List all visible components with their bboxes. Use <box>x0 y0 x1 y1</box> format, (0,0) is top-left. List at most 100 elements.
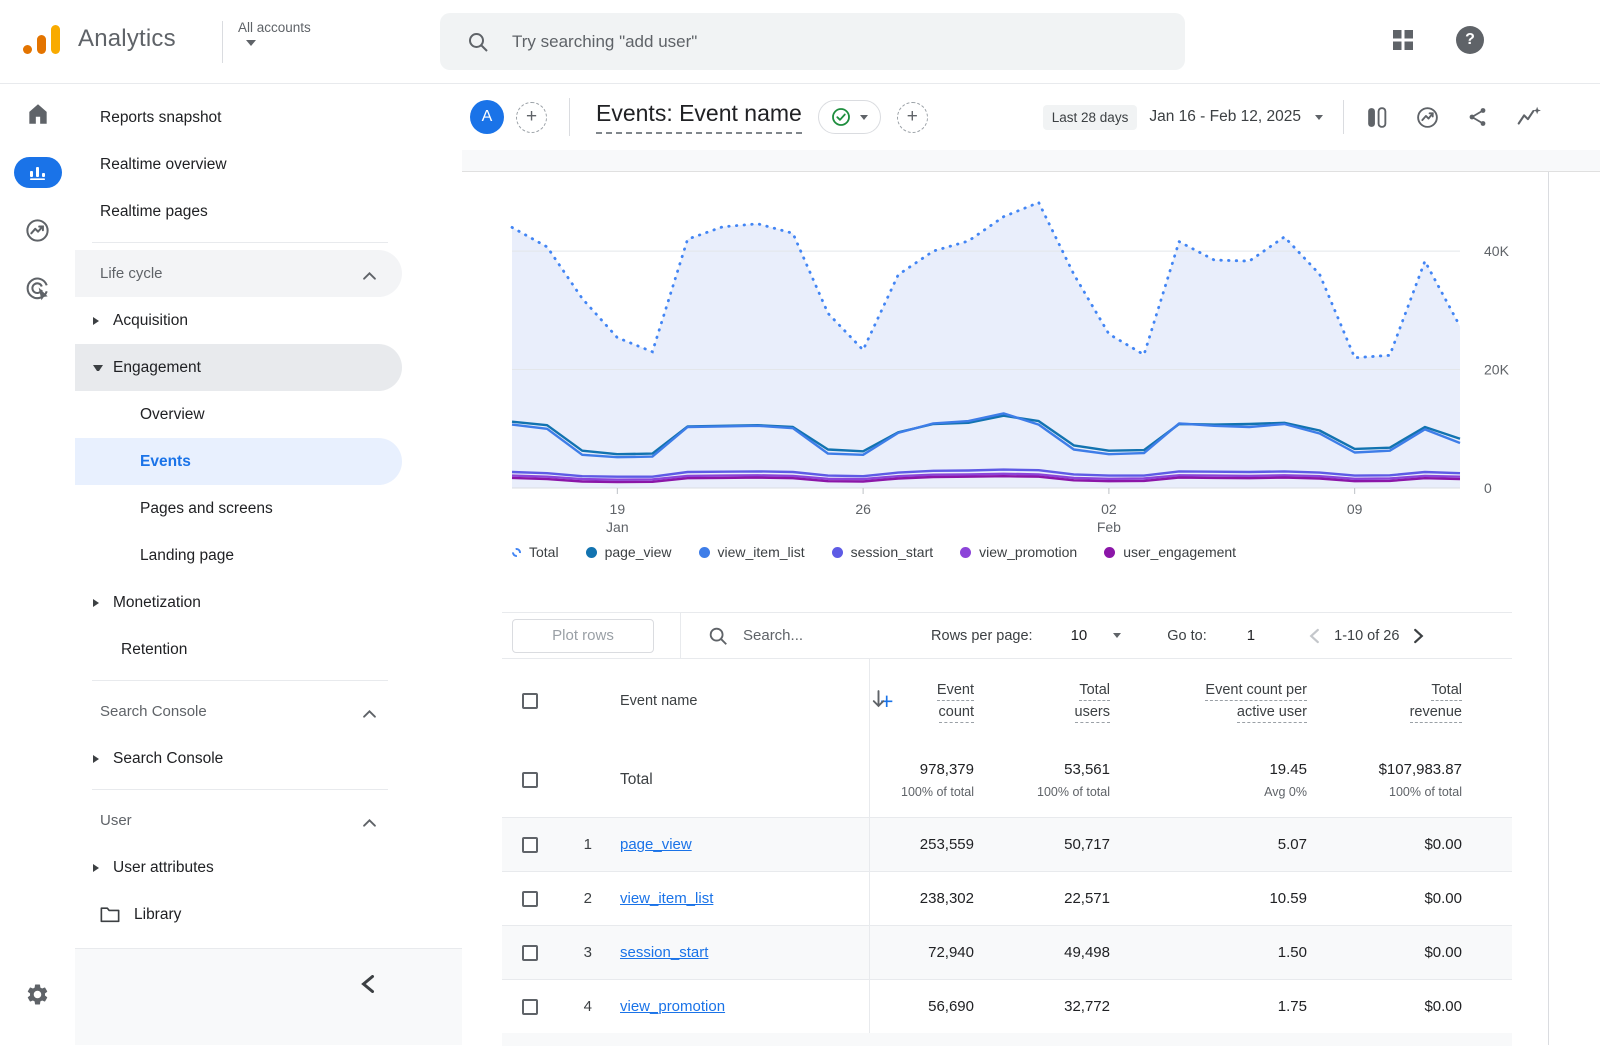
select-all-checkbox[interactable] <box>522 693 538 709</box>
add-comparison-button[interactable]: + <box>516 102 547 133</box>
legend-item-view-promotion[interactable]: view_promotion <box>960 544 1077 560</box>
sidebar-item-search-console[interactable]: Search Console <box>75 735 402 782</box>
legend-label: view_promotion <box>979 544 1077 560</box>
sidebar-section-search-console[interactable]: Search Console <box>75 688 402 735</box>
header-divider-2 <box>1343 100 1344 134</box>
insights-button[interactable] <box>1415 105 1440 130</box>
total-row-checkbox[interactable] <box>522 772 538 788</box>
account-switcher[interactable]: All accounts <box>238 20 311 46</box>
row-value: 5.07 <box>1278 836 1307 853</box>
legend-item-session-start[interactable]: session_start <box>832 544 933 560</box>
chevron-left-icon <box>1309 628 1320 644</box>
sidebar-item-label: Life cycle <box>100 265 163 282</box>
row-metric: $0.00 <box>1307 836 1462 854</box>
row-value: 22,571 <box>1064 890 1110 907</box>
global-search-input[interactable]: Try searching "add user" <box>440 13 1185 70</box>
sidebar-item-reports-snapshot[interactable]: Reports snapshot <box>75 94 462 141</box>
row-metric: 72,940 <box>869 944 974 962</box>
row-value: 1.75 <box>1278 998 1307 1015</box>
apps-grid-icon[interactable] <box>1390 27 1416 53</box>
legend-label: view_item_list <box>718 544 805 560</box>
sidebar-item-library[interactable]: Library <box>75 891 462 938</box>
comparison-avatar[interactable]: A <box>470 100 504 134</box>
plot-rows-button[interactable]: Plot rows <box>512 619 654 653</box>
sidebar-item-landing-page[interactable]: Landing page <box>75 532 402 579</box>
row-metric: 1.75 <box>1110 998 1307 1016</box>
share-button[interactable] <box>1466 105 1490 129</box>
legend-item-user-engagement[interactable]: user_engagement <box>1104 544 1236 560</box>
event-link-view-promotion[interactable]: view_promotion <box>620 998 725 1015</box>
rail-explore-button[interactable] <box>0 201 75 259</box>
next-page-button[interactable] <box>1413 628 1424 644</box>
legend-dot-icon <box>1104 547 1115 558</box>
expand-arrow-icon[interactable] <box>93 317 103 325</box>
chevron-up-icon[interactable] <box>363 705 376 722</box>
row-checkbox-session-start[interactable] <box>522 945 538 961</box>
legend-label: page_view <box>605 544 672 560</box>
expand-arrow-icon[interactable] <box>93 599 103 607</box>
table-search-icon <box>707 625 729 647</box>
explore-report-button[interactable] <box>1516 104 1542 130</box>
row-checkbox-page-view[interactable] <box>522 837 538 853</box>
rail-advertising-button[interactable] <box>0 259 75 317</box>
sidebar-item-overview[interactable]: Overview <box>75 391 402 438</box>
chevron-up-icon[interactable] <box>363 814 376 831</box>
legend-item-view-item-list[interactable]: view_item_list <box>699 544 805 560</box>
sidebar-item-user-attributes[interactable]: User attributes <box>75 844 402 891</box>
table-bottom-strip <box>502 1033 1512 1046</box>
add-report-button[interactable]: + <box>897 102 928 133</box>
row-metric: 50,717 <box>974 836 1110 854</box>
row-value: $0.00 <box>1424 944 1462 961</box>
sidebar-item-acquisition[interactable]: Acquisition <box>75 297 402 344</box>
help-icon[interactable]: ? <box>1456 26 1484 54</box>
edit-comparisons-button[interactable] <box>1364 105 1389 130</box>
rail-reports-button[interactable] <box>0 143 75 201</box>
row-checkbox-view-promotion[interactable] <box>522 999 538 1015</box>
event-link-view-item-list[interactable]: view_item_list <box>620 890 713 907</box>
sidebar-item-monetization[interactable]: Monetization <box>75 579 402 626</box>
analytics-brand[interactable]: Analytics <box>24 22 176 56</box>
previous-page-button[interactable] <box>1309 628 1320 644</box>
collapse-arrow-icon[interactable] <box>93 365 103 371</box>
rail-home-button[interactable] <box>0 85 75 143</box>
sort-descending-icon[interactable] <box>870 689 887 713</box>
rows-per-page-arrow-icon[interactable] <box>1113 633 1121 638</box>
rows-per-page-select[interactable]: 10 <box>1071 627 1088 644</box>
sidebar-item-events[interactable]: Events <box>75 438 402 485</box>
chevron-up-icon[interactable] <box>363 267 376 284</box>
sidebar-item-engagement[interactable]: Engagement <box>75 344 402 391</box>
sidebar-item-realtime-overview[interactable]: Realtime overview <box>75 141 462 188</box>
sidebar-item-retention[interactable]: Retention <box>75 626 462 673</box>
sidebar-section-life-cycle[interactable]: Life cycle <box>75 250 402 297</box>
date-dropdown-arrow-icon[interactable] <box>1315 115 1323 120</box>
sidebar-item-pages-and-screens[interactable]: Pages and screens <box>75 485 402 532</box>
report-status-pill[interactable] <box>818 100 881 134</box>
date-range-picker[interactable]: Jan 16 - Feb 12, 2025 <box>1149 108 1301 126</box>
legend-item-total[interactable]: Total <box>512 544 559 560</box>
x-axis-label-19: 19 <box>610 501 626 517</box>
sidebar-item-realtime-pages[interactable]: Realtime pages <box>75 188 462 235</box>
expand-arrow-icon[interactable] <box>93 864 103 872</box>
expand-arrow-icon[interactable] <box>93 755 103 763</box>
event-link-session-start[interactable]: session_start <box>620 944 708 961</box>
goto-page-input[interactable]: 1 <box>1247 627 1255 644</box>
report-title[interactable]: Events: Event name <box>596 100 802 134</box>
sidebar-item-label: Reports snapshot <box>100 109 222 127</box>
row-checkbox-view-item-list[interactable] <box>522 891 538 907</box>
collapse-sidebar-button[interactable] <box>360 975 376 998</box>
event-link-page-view[interactable]: page_view <box>620 836 692 853</box>
row-value: 56,690 <box>928 998 974 1015</box>
table-search-input[interactable]: Search... <box>743 627 803 644</box>
rail-admin-button[interactable] <box>0 982 75 1007</box>
legend-item-page-view[interactable]: page_view <box>586 544 672 560</box>
sidebar-section-user[interactable]: User <box>75 797 402 844</box>
column-header-event-name[interactable]: Event name+ <box>598 659 869 743</box>
row-value: $0.00 <box>1424 890 1462 907</box>
